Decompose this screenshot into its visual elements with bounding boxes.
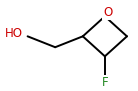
Text: HO: HO [5, 27, 23, 40]
Text: O: O [103, 6, 112, 19]
Text: F: F [102, 76, 108, 89]
